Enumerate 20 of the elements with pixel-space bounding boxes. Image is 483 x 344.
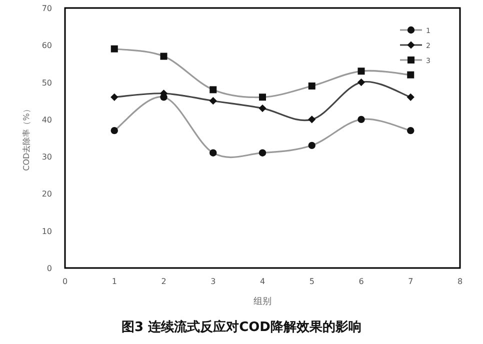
text: 图3 连续流式反应对COD降解效果的影响 [122,319,362,335]
x-tick-label: 2 [161,277,166,286]
y-tick-label: 60 [42,41,52,50]
y-tick-label: 20 [42,190,52,199]
y-tick-label: 30 [42,152,52,162]
y-tick-label: 40 [42,115,52,124]
y-axis-title: COD去除率（%） [22,105,31,171]
y-tick-label: 0 [46,264,52,273]
y-tick-label: 50 [42,78,52,88]
x-tick-label: 4 [260,277,266,286]
x-tick-label: 7 [408,277,414,286]
x-tick-label: 3 [210,277,216,286]
y-tick-label: 70 [42,4,52,13]
y-tick-label: 10 [42,226,52,236]
x-tick-label: 5 [309,277,314,286]
x-tick-label: 0 [62,277,68,286]
x-tick-label: 8 [457,277,463,286]
x-tick-label: 1 [112,277,117,286]
x-axis-title: 组别 [254,296,272,307]
x-tick-label: 6 [358,277,364,286]
